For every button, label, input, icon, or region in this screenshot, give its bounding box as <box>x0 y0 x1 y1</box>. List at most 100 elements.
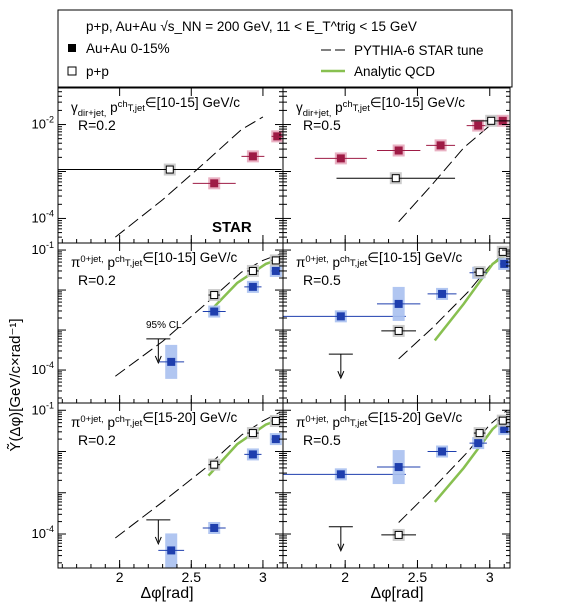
pp-point <box>248 429 257 438</box>
pp-point <box>271 416 280 425</box>
x-axis-label-right: Δφ[rad] <box>370 585 423 602</box>
legend-header: p+p, Au+Au √s_NN = 200 GeV, 11 < E_T^tri… <box>86 19 417 34</box>
panel-title: π0+jet, pchT,jet∈[10-15] GeV/c <box>296 250 463 270</box>
x-tick-label: 2.5 <box>182 569 202 585</box>
upper-limit-arrowhead <box>154 536 162 546</box>
qcd-curve <box>207 257 281 314</box>
auau-point <box>438 289 447 298</box>
panel-r-label: R=0.2 <box>78 117 116 133</box>
auau-point <box>500 259 509 268</box>
pythia-curve <box>115 253 281 377</box>
pythia-curve <box>115 411 281 539</box>
legend-pp-label: p+p <box>86 64 109 79</box>
y-tick-label: 10-1 <box>32 400 54 417</box>
plot-area <box>58 116 283 238</box>
auau-point <box>474 439 483 448</box>
y-tick-label: 10-4 <box>32 208 54 225</box>
auau-point <box>167 357 176 366</box>
auau-point <box>394 463 403 472</box>
pp-point <box>391 174 400 183</box>
auau-point <box>210 179 219 188</box>
panel-p5: 2 2.5 3 10-4 10-1 π0+jet, pchT,jet∈[15-20] Ge… <box>32 400 284 585</box>
star-label: STAR <box>212 219 252 236</box>
pp-point <box>210 291 219 300</box>
auau-point <box>336 312 345 321</box>
plot-area <box>283 409 510 553</box>
pp-point <box>248 266 257 275</box>
y-tick-label: 10-4 <box>32 360 54 377</box>
pp-point <box>394 530 403 539</box>
legend-auau-label: Au+Au 0-15% <box>86 41 170 56</box>
pythia-curve <box>398 409 508 523</box>
auau-point <box>436 141 445 150</box>
auau-point <box>248 282 257 291</box>
panel-title: π0+jet, pchT,jet∈[10-15] GeV/c <box>71 250 238 270</box>
pp-point <box>271 256 280 265</box>
panel-r-label: R=0.5 <box>303 272 341 288</box>
plot-area <box>115 253 282 379</box>
pp-point <box>475 268 484 277</box>
legend-pp-marker <box>67 66 77 76</box>
pp-point <box>498 247 507 256</box>
auau-point <box>271 435 280 444</box>
x-tick-label: 3 <box>486 569 494 585</box>
auau-point <box>248 152 257 161</box>
panel-p4: π0+jet, pchT,jet∈[10-15] GeV/c R=0.5 <box>282 242 511 404</box>
auau-point <box>210 523 219 532</box>
auau-point <box>336 154 345 163</box>
legend-box <box>57 9 513 88</box>
panel-p6: 2 2.5 3 π0+jet, pchT,jet∈[15-20] GeV/c R=0.5 <box>282 402 511 585</box>
pp-point <box>475 429 484 438</box>
y-tick-label: 10-2 <box>32 115 54 132</box>
panel-r-label: R=0.5 <box>303 432 341 448</box>
pp-point <box>498 416 507 425</box>
y-axis-label: Ỹ(Δφ)[GeV/c×rad⁻¹] <box>7 318 24 451</box>
plot-area <box>283 245 510 380</box>
upper-limit-arrowhead <box>337 543 345 553</box>
panel-title: π0+jet, pchT,jet∈[15-20] GeV/c <box>296 410 463 430</box>
panel-title: π0+jet, pchT,jet∈[15-20] GeV/c <box>71 410 238 430</box>
panel-p1: 10-4 10-2 γdir+jet, pchT,jet∈[10-15] GeV/c… <box>32 87 284 244</box>
pp-point <box>394 326 403 335</box>
auau-point <box>273 132 282 141</box>
pythia-curve <box>398 119 508 223</box>
auau-point <box>271 266 280 275</box>
panel-r-label: R=0.2 <box>78 432 116 448</box>
panel-r-label: R=0.5 <box>303 117 341 133</box>
auau-point <box>474 121 483 130</box>
y-tick-label: 10-4 <box>32 524 54 541</box>
auau-point <box>394 299 403 308</box>
cl-label: 95% CL <box>146 320 182 331</box>
legend-auau-marker <box>68 44 76 52</box>
auau-point <box>167 546 176 555</box>
x-tick-label: 3 <box>259 569 267 585</box>
x-tick-label: 2 <box>116 569 124 585</box>
upper-limit-arrowhead <box>337 370 345 380</box>
panel-title: γdir+jet, pchT,jet∈[10-15] GeV/c <box>296 95 465 119</box>
panel-p2: γdir+jet, pchT,jet∈[10-15] GeV/cR=0.5 <box>282 87 511 244</box>
auau-point <box>336 470 345 479</box>
panel-title: γdir+jet, pchT,jet∈[10-15] GeV/c <box>71 95 240 119</box>
panel-frame <box>282 402 511 569</box>
x-axis-label-left: Δφ[rad] <box>140 585 193 602</box>
auau-point <box>210 307 219 316</box>
plot-area <box>115 411 282 568</box>
y-tick-label: 10-1 <box>32 240 54 257</box>
legend-pythia-label: PYTHIA-6 STAR tune <box>354 43 484 58</box>
auau-point <box>394 146 403 155</box>
pythia-curve <box>115 116 264 238</box>
pp-point <box>165 165 174 174</box>
pp-point <box>210 460 219 469</box>
x-tick-label: 2 <box>341 569 349 585</box>
auau-point <box>248 450 257 459</box>
qcd-curve <box>433 415 508 503</box>
pp-point <box>487 116 496 125</box>
auau-point <box>438 447 447 456</box>
upper-limit-arrowhead <box>154 355 162 365</box>
x-tick-label: 2.5 <box>408 569 428 585</box>
panel-r-label: R=0.2 <box>78 272 116 288</box>
plot-area <box>314 114 510 223</box>
panel-p3: 10-4 10-1 π0+jet, pchT,jet∈[10-15] GeV/c R=… <box>32 240 284 404</box>
legend-qcd-label: Analytic QCD <box>354 64 435 79</box>
